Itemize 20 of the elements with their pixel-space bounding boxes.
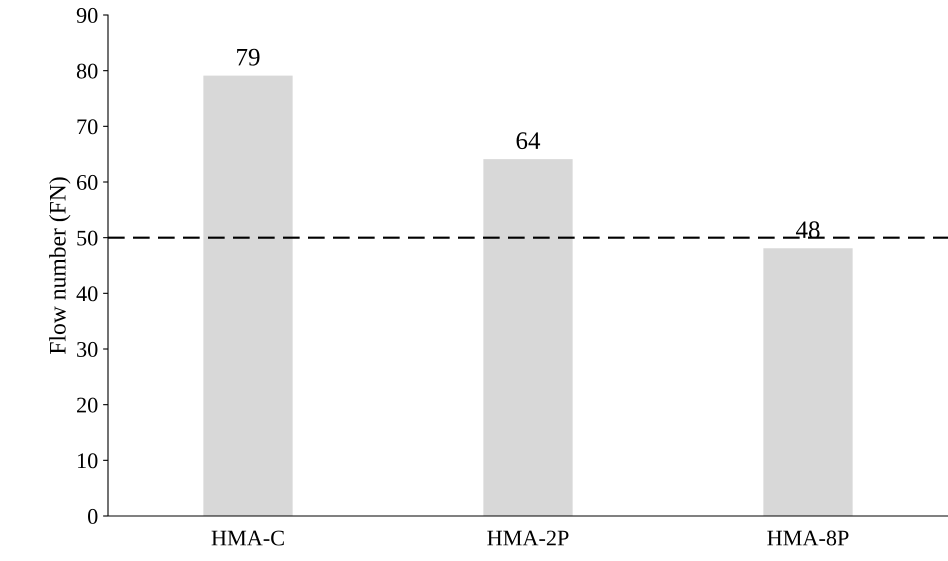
y-tick-label: 60 (77, 174, 98, 190)
bar (763, 248, 853, 516)
x-tick-label: HMA-2P (487, 530, 568, 546)
y-tick-label: 80 (76, 64, 98, 79)
y-tick-label: 40 (76, 286, 98, 302)
data-label: 64 (516, 132, 540, 150)
x-tick-label: HMA-8P (767, 530, 848, 546)
y-axis-title: Flow number (FN) (49, 177, 70, 354)
y-tick-label: 30 (77, 342, 98, 357)
y-tick-label: 50 (77, 230, 98, 246)
data-label: 48 (796, 221, 820, 238)
x-tick-label: HMA-C (212, 530, 284, 546)
y-tick-label: 70 (78, 119, 98, 134)
bar (483, 159, 573, 516)
y-tick-label: 10 (78, 453, 98, 468)
data-label: 79 (237, 48, 260, 66)
y-tick-label: 90 (76, 8, 98, 23)
y-tick-label: 20 (77, 398, 98, 413)
bar (203, 76, 293, 516)
y-tick-label: 0 (88, 508, 98, 524)
